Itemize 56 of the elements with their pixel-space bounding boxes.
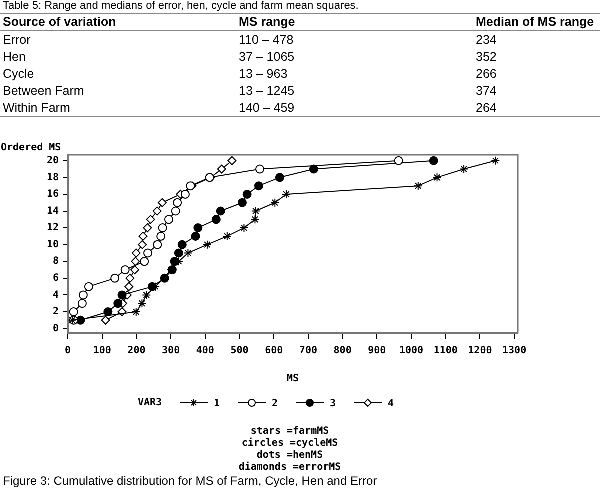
y-tick-label: 16 — [46, 189, 59, 200]
text: dots =henMS — [256, 450, 324, 462]
y-tick-label: 8 — [52, 256, 59, 268]
x-tick-label: 300 — [162, 346, 180, 357]
x-tick-label: 200 — [128, 346, 146, 357]
category-label: Cycle — [3, 66, 34, 80]
x-tick-label: 400 — [196, 346, 214, 357]
y-tick-label: 0 — [52, 323, 59, 334]
text: 13 – 1245 — [239, 84, 295, 98]
category-label: Between Farm — [3, 84, 84, 98]
category-label: Error — [3, 32, 31, 46]
text: 37 – 1065 — [239, 50, 295, 64]
text: 374 — [476, 84, 497, 98]
category-label: Within Farm — [3, 100, 70, 114]
x-tick-label: 900 — [368, 346, 386, 357]
category-label: Median of MS range — [473, 14, 600, 30]
legend-label: 1 — [214, 398, 220, 410]
y-tick-label: 20 — [46, 155, 59, 166]
text: 266 — [476, 66, 497, 80]
text: 140 – 459 — [239, 100, 295, 114]
y-tick-label: 10 — [46, 239, 59, 250]
y-tick-label: 18 — [46, 172, 59, 184]
category-label: Source of variation — [0, 14, 236, 30]
text: 234 — [476, 32, 497, 46]
y-tick-label: 6 — [52, 273, 59, 284]
x-tick-label: 500 — [230, 346, 249, 357]
text: Table 5: Range and medians of error, hen, cycle and farm mean squares. — [2, 0, 360, 13]
x-tick-label: 1200 — [468, 346, 492, 357]
text: 110 – 478 — [239, 32, 294, 46]
text: 352 — [476, 50, 497, 64]
y-tick-label: 2 — [52, 306, 59, 318]
text: 264 — [476, 100, 497, 114]
y-tick-label: 4 — [52, 290, 59, 301]
y-axis-title: Ordered MS — [1, 142, 62, 154]
text: 13 – 963 — [239, 66, 288, 80]
text: diamonds =errorMS — [238, 462, 342, 474]
legend-label: 4 — [388, 398, 394, 410]
x-tick-label: 600 — [265, 346, 284, 357]
caption: Figure 3: Cumulative distribution for MS of Farm, Cycle, Hen and Error — [3, 474, 378, 488]
x-tick-label: 1300 — [502, 346, 527, 357]
legend-label: 3 — [330, 398, 336, 410]
y-tick-label: 14 — [46, 206, 59, 217]
x-tick-label: 800 — [334, 346, 352, 357]
x-tick-label: 1100 — [434, 346, 458, 357]
category-label: MS range — [236, 14, 473, 30]
text: stars =farmMS — [250, 426, 330, 438]
x-tick-label: 100 — [93, 346, 112, 357]
y-tick-label: 12 — [46, 222, 59, 234]
legend-title: VAR3 — [138, 398, 162, 409]
x-tick-label: 700 — [299, 346, 318, 357]
x-axis-title: MS — [286, 374, 300, 385]
x-tick-label: 0 — [64, 346, 72, 357]
text: circles =cycleMS — [240, 438, 340, 450]
category-label: Hen — [3, 50, 26, 64]
x-tick-label: 1000 — [399, 346, 424, 357]
legend-label: 2 — [272, 398, 278, 410]
